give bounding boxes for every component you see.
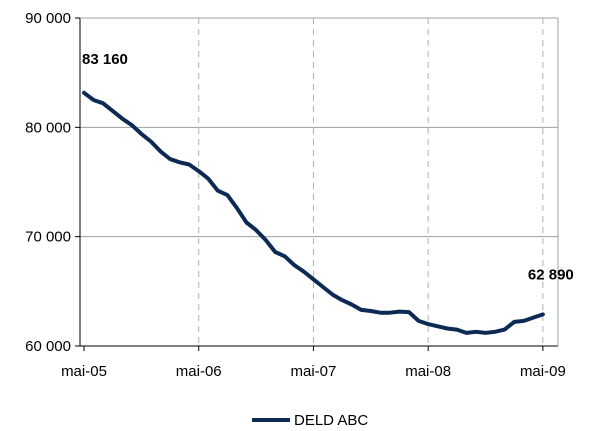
y-axis-ticks: 60 000 70 000 80 000 90 000 xyxy=(25,10,71,355)
x-tick-label: mai-09 xyxy=(520,363,566,380)
series-layer xyxy=(82,90,545,335)
x-axis-ticks: mai-05 mai-06 mai-07 mai-08 mai-09 xyxy=(61,363,566,380)
legend-label: DELD ABC xyxy=(294,412,368,429)
grid xyxy=(80,17,558,347)
y-tick-label: 80 000 xyxy=(25,119,71,136)
data-label: 62 890 xyxy=(528,266,574,283)
x-tick-label: mai-05 xyxy=(61,363,107,380)
x-tick-label: mai-08 xyxy=(405,363,451,380)
axes xyxy=(75,17,559,351)
data-label: 83 160 xyxy=(82,51,128,68)
data-labels: 83 160 62 890 xyxy=(82,51,574,284)
y-tick-label: 70 000 xyxy=(25,229,71,246)
y-tick-label: 90 000 xyxy=(25,10,71,27)
y-tick-label: 60 000 xyxy=(25,338,71,355)
legend: DELD ABC xyxy=(252,412,368,429)
x-tick-label: mai-06 xyxy=(176,363,222,380)
series-line-deld-abc xyxy=(82,90,545,335)
x-tick-label: mai-07 xyxy=(291,363,337,380)
